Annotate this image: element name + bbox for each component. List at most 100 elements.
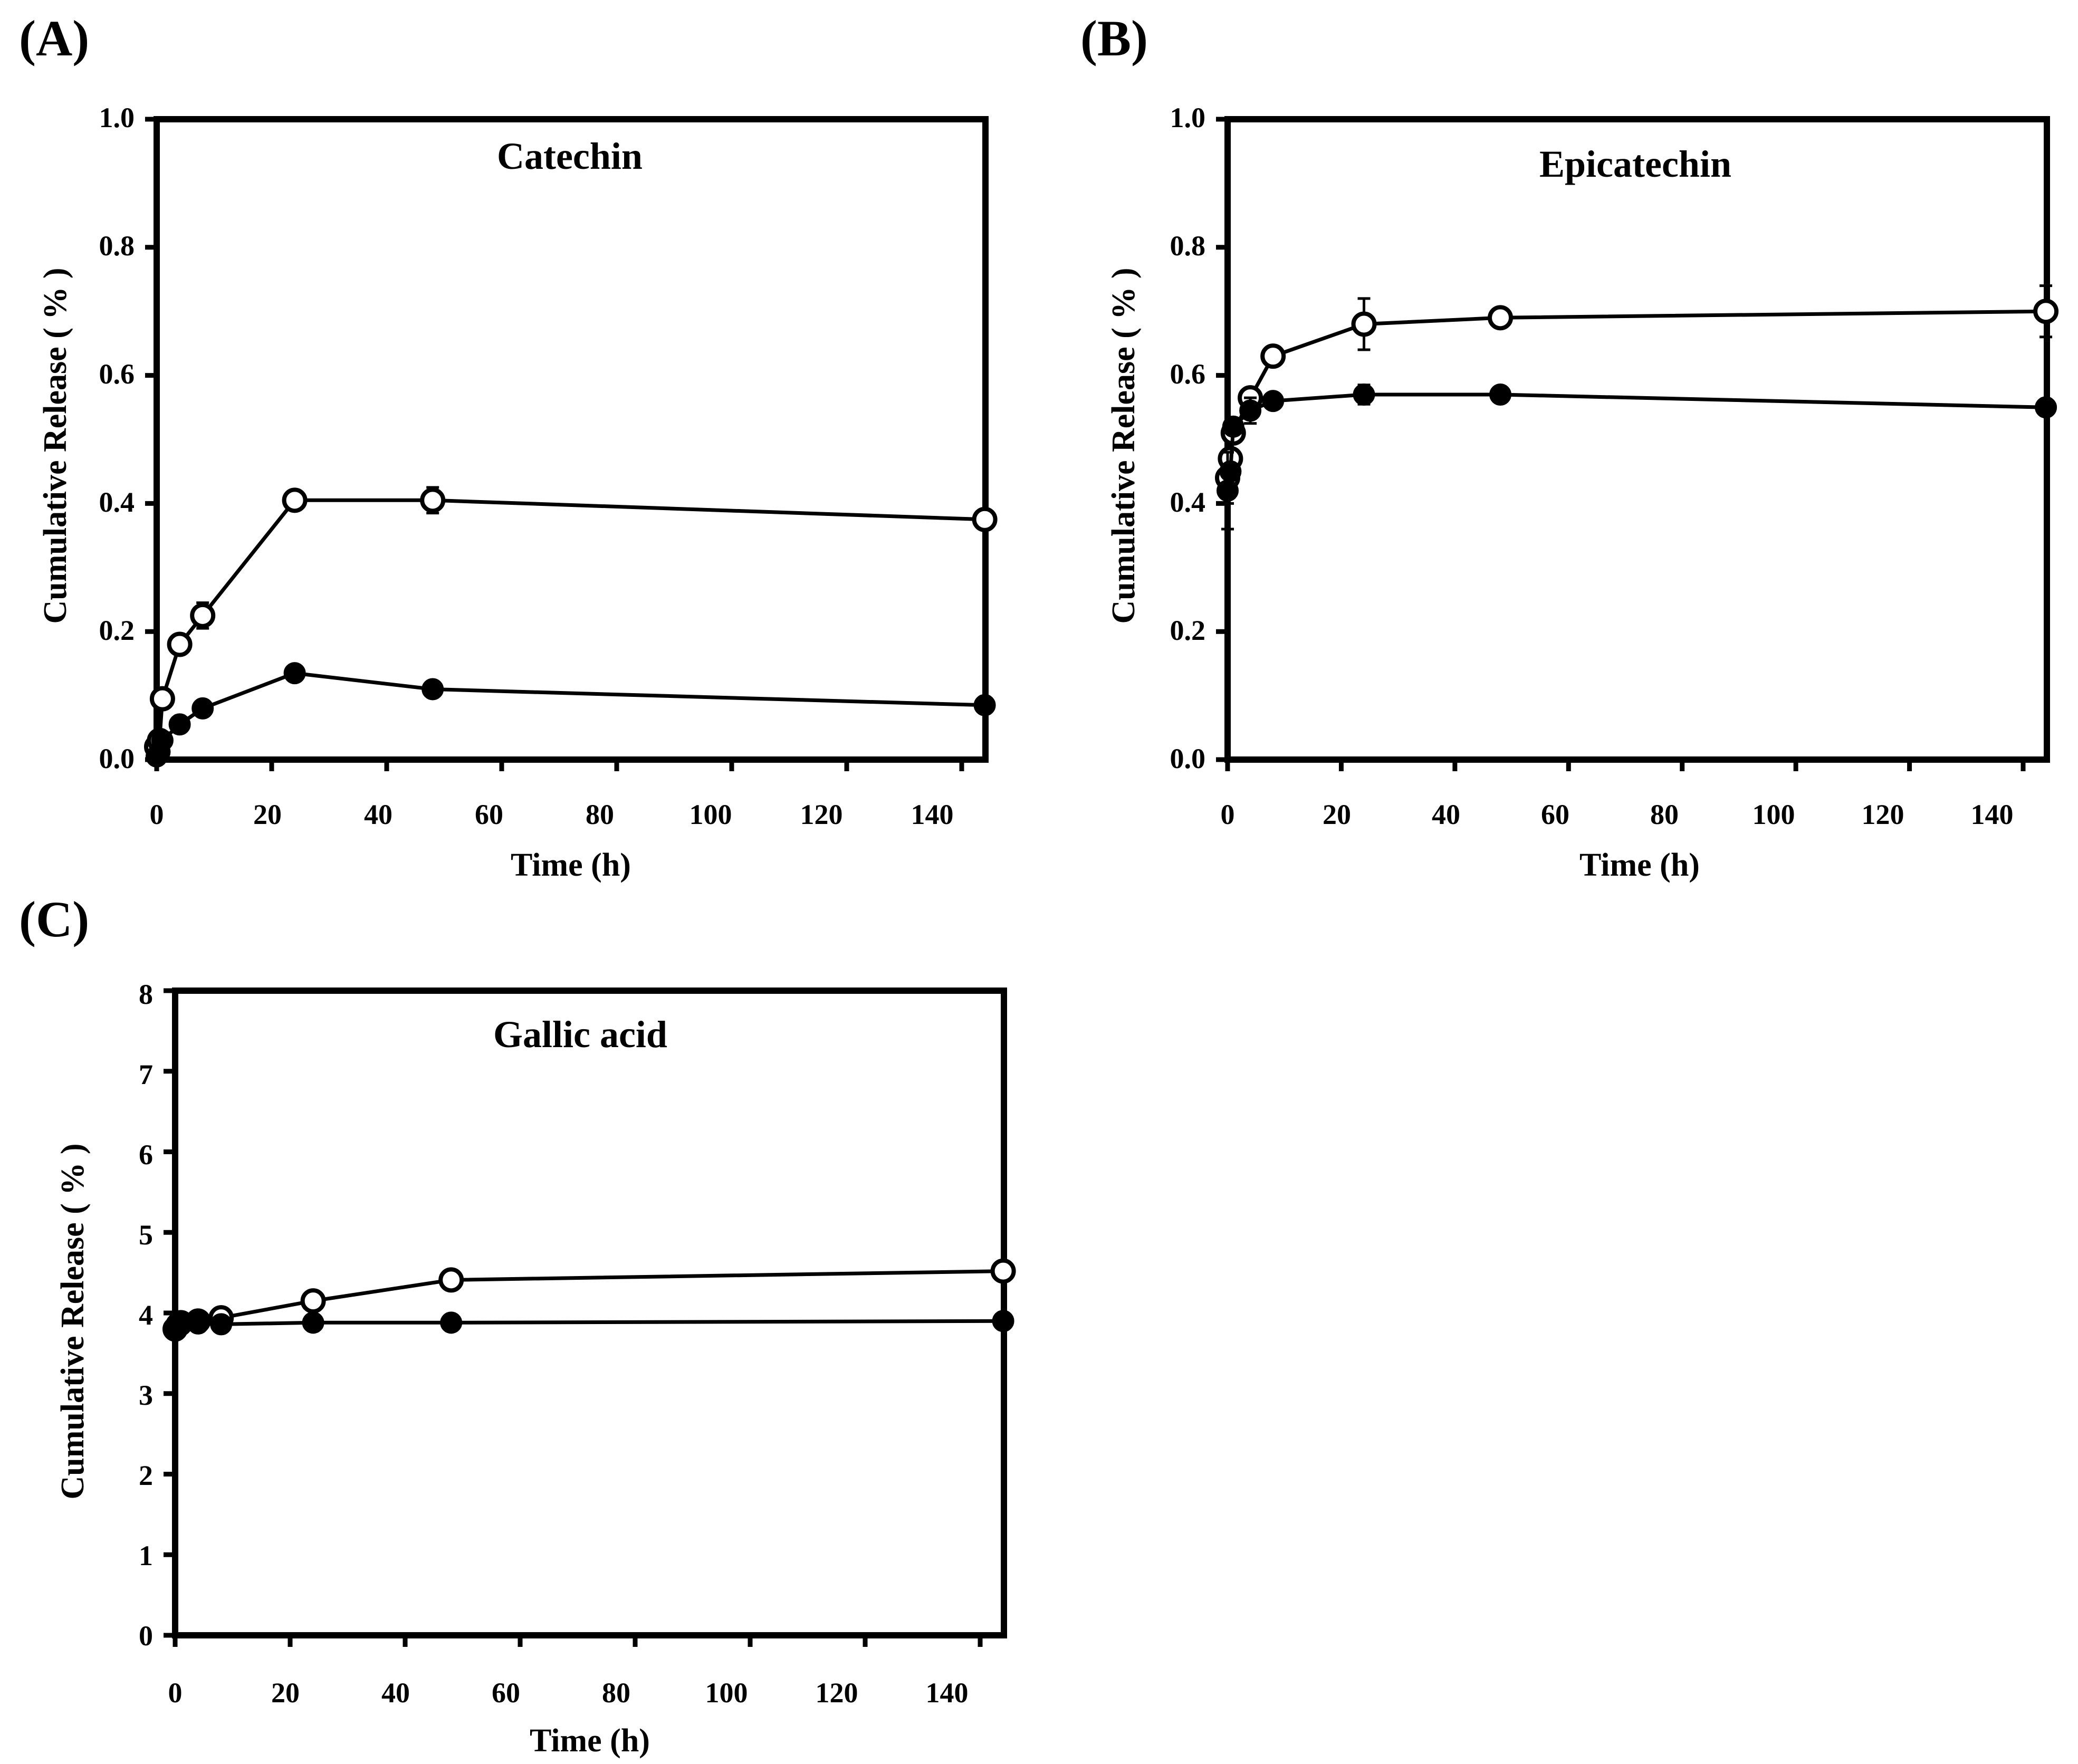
panel-c-ytick-label: 3 bbox=[139, 1379, 153, 1411]
panel-c: (C) Gallic acid 0 1 2 3 4 5 6 7 8 0 20 4… bbox=[19, 891, 1016, 1759]
panel-c-ytick-label: 7 bbox=[139, 1059, 153, 1090]
panel-a-open-circle-point bbox=[282, 487, 308, 513]
panel-c-xtick-label: 100 bbox=[705, 1677, 748, 1709]
panel-b-ytick-label: 0.8 bbox=[1170, 230, 1206, 262]
panel-a-xtick-label: 60 bbox=[475, 799, 503, 830]
panel-b-open-circle-point bbox=[1488, 305, 1514, 331]
panel-a-xtick-label: 120 bbox=[800, 799, 843, 830]
panel-b-xtick-label: 100 bbox=[1753, 799, 1795, 830]
panel-a-filled-circle-point bbox=[168, 713, 191, 736]
panel-c-filled-circle-series-line bbox=[174, 1319, 1003, 1332]
panel-b: (B) Epicatechin 0.0 0.2 0.4 0.6 0.8 1.0 … bbox=[1080, 10, 2059, 883]
panel-b-filled-circle-point bbox=[1489, 384, 1512, 406]
panel-a-open-circle-point bbox=[167, 631, 193, 657]
panel-b-letter: (B) bbox=[1080, 10, 1148, 66]
panel-b-title: Epicatechin bbox=[1539, 143, 1731, 185]
panel-c-xtick-label: 40 bbox=[381, 1677, 410, 1709]
panel-a-xtick-label: 0 bbox=[150, 799, 164, 830]
panel-c-title: Gallic acid bbox=[493, 1013, 667, 1056]
panel-b-xtick-labels: 0 20 40 60 80 100 120 140 bbox=[1221, 799, 2014, 830]
panel-c-axes-frame bbox=[172, 988, 1007, 1638]
panel-c-ytick-label: 2 bbox=[139, 1460, 153, 1491]
panel-a-title: Catechin bbox=[497, 135, 643, 177]
panel-c-xtick-label: 80 bbox=[602, 1677, 630, 1709]
panel-b-ytick-label: 1.0 bbox=[1170, 102, 1206, 133]
panel-b-ytick-label: 0.6 bbox=[1170, 358, 1206, 390]
panel-c-xtick-label: 140 bbox=[926, 1677, 969, 1709]
panel-c-open-circle-point bbox=[300, 1288, 326, 1314]
panel-a-open-circle-point bbox=[420, 487, 446, 513]
panel-c-ytick-labels: 0 1 2 3 4 5 6 7 8 bbox=[139, 979, 153, 1652]
panel-b-xtick-label: 120 bbox=[1862, 799, 1904, 830]
panel-a-y-axis-title: Cumulative Release ( % ) bbox=[37, 268, 73, 624]
panel-b-y-axis-title: Cumulative Release ( % ) bbox=[1106, 268, 1142, 624]
panel-a-axes-frame bbox=[154, 116, 989, 763]
panel-b-xtick-label: 140 bbox=[1971, 799, 2014, 830]
panel-a-ytick-label: 0.2 bbox=[99, 615, 135, 646]
panel-a-filled-circle-point bbox=[422, 678, 444, 701]
panel-b-xtick-label: 0 bbox=[1221, 799, 1235, 830]
panel-a-ytick-label: 0.0 bbox=[99, 743, 135, 774]
panel-b-xtick-label: 60 bbox=[1541, 799, 1569, 830]
panel-b-filled-circle-point bbox=[1353, 384, 1375, 406]
panel-b-ytick-label: 0.2 bbox=[1170, 615, 1206, 646]
panel-a-xtick-label: 20 bbox=[253, 799, 282, 830]
panel-a-xtick-label: 140 bbox=[911, 799, 954, 830]
panel-c-xtick-labels: 0 20 40 60 80 100 120 140 bbox=[168, 1677, 969, 1709]
panel-c-ytick-label: 6 bbox=[139, 1139, 153, 1171]
panel-a-ytick-label: 0.6 bbox=[99, 358, 135, 390]
panel-c-xtick-label: 20 bbox=[271, 1677, 300, 1709]
panel-c-xtick-label: 60 bbox=[492, 1677, 520, 1709]
panel-c-x-axis-title: Time (h) bbox=[530, 1723, 650, 1759]
panel-c-ytick-label: 1 bbox=[139, 1540, 153, 1571]
panel-b-xtick-label: 40 bbox=[1432, 799, 1460, 830]
panel-a-filled-circle-series-line bbox=[155, 671, 985, 758]
panel-c-xtick-label: 0 bbox=[168, 1677, 183, 1709]
panel-a-x-axis-title: Time (h) bbox=[511, 847, 631, 883]
panel-a-xtick-label: 80 bbox=[586, 799, 614, 830]
panel-a-ytick-labels: 0.0 0.2 0.4 0.6 0.8 1.0 bbox=[99, 102, 135, 774]
panel-a-filled-circle-point bbox=[283, 662, 306, 685]
panel-c-y-axis-title: Cumulative Release ( % ) bbox=[55, 1144, 91, 1500]
panel-b-xtick-label: 20 bbox=[1323, 799, 1351, 830]
panel-c-ytick-label: 5 bbox=[139, 1219, 153, 1251]
panel-a-open-circle-series-line bbox=[155, 498, 985, 748]
panel-b-filled-circle-point bbox=[1217, 480, 1239, 502]
panel-c-ytick-label: 4 bbox=[139, 1299, 153, 1331]
panel-a-ytick-label: 1.0 bbox=[99, 102, 135, 133]
panel-c-plot-area bbox=[162, 988, 1016, 1647]
panel-b-ytick-label: 0.4 bbox=[1170, 486, 1206, 518]
panel-a-xtick-labels: 0 20 40 60 80 100 120 140 bbox=[150, 799, 954, 830]
panel-b-axes-frame bbox=[1224, 116, 2050, 763]
panel-a-filled-circle-point bbox=[151, 729, 174, 752]
panel-c-filled-circle-point bbox=[302, 1311, 324, 1334]
panel-a-xtick-label: 40 bbox=[364, 799, 392, 830]
panel-a-open-circle-point bbox=[149, 686, 175, 712]
panel-b-plot-area bbox=[1215, 116, 2059, 771]
panel-a-filled-circle-point bbox=[973, 694, 996, 716]
panel-b-xtick-label: 80 bbox=[1650, 799, 1679, 830]
panel-c-open-circle-point bbox=[438, 1267, 464, 1293]
panel-b-filled-circle-point bbox=[1219, 460, 1242, 483]
panel-c-letter: (C) bbox=[19, 891, 89, 947]
panel-c-filled-circle-point bbox=[210, 1313, 233, 1336]
panel-a-ytick-label: 0.8 bbox=[99, 230, 135, 262]
panel-a-filled-circle-point bbox=[191, 697, 214, 720]
panel-a: (A) Catechin 0.0 0.2 0.4 0.6 0.8 1.0 0 2… bbox=[19, 10, 998, 883]
panel-c-ytick-label: 0 bbox=[139, 1620, 153, 1652]
panel-a-letter: (A) bbox=[19, 10, 89, 66]
panel-a-open-circle-point bbox=[190, 602, 216, 628]
panel-c-filled-circle-point bbox=[440, 1311, 463, 1334]
panel-c-xtick-label: 120 bbox=[816, 1677, 858, 1709]
panel-c-filled-circle-point bbox=[187, 1312, 209, 1335]
panel-b-open-circle-point bbox=[1260, 343, 1286, 369]
panel-b-filled-circle-point bbox=[1262, 390, 1285, 413]
panel-a-ytick-label: 0.4 bbox=[99, 486, 135, 518]
panel-b-filled-circle-point bbox=[1222, 415, 1244, 438]
panel-b-open-circle-point bbox=[2033, 299, 2059, 324]
panel-a-xtick-label: 100 bbox=[690, 799, 732, 830]
panel-a-open-circle-point bbox=[972, 506, 998, 532]
panel-b-filled-circle-point bbox=[2035, 396, 2057, 419]
panel-b-x-axis-title: Time (h) bbox=[1579, 847, 1700, 883]
